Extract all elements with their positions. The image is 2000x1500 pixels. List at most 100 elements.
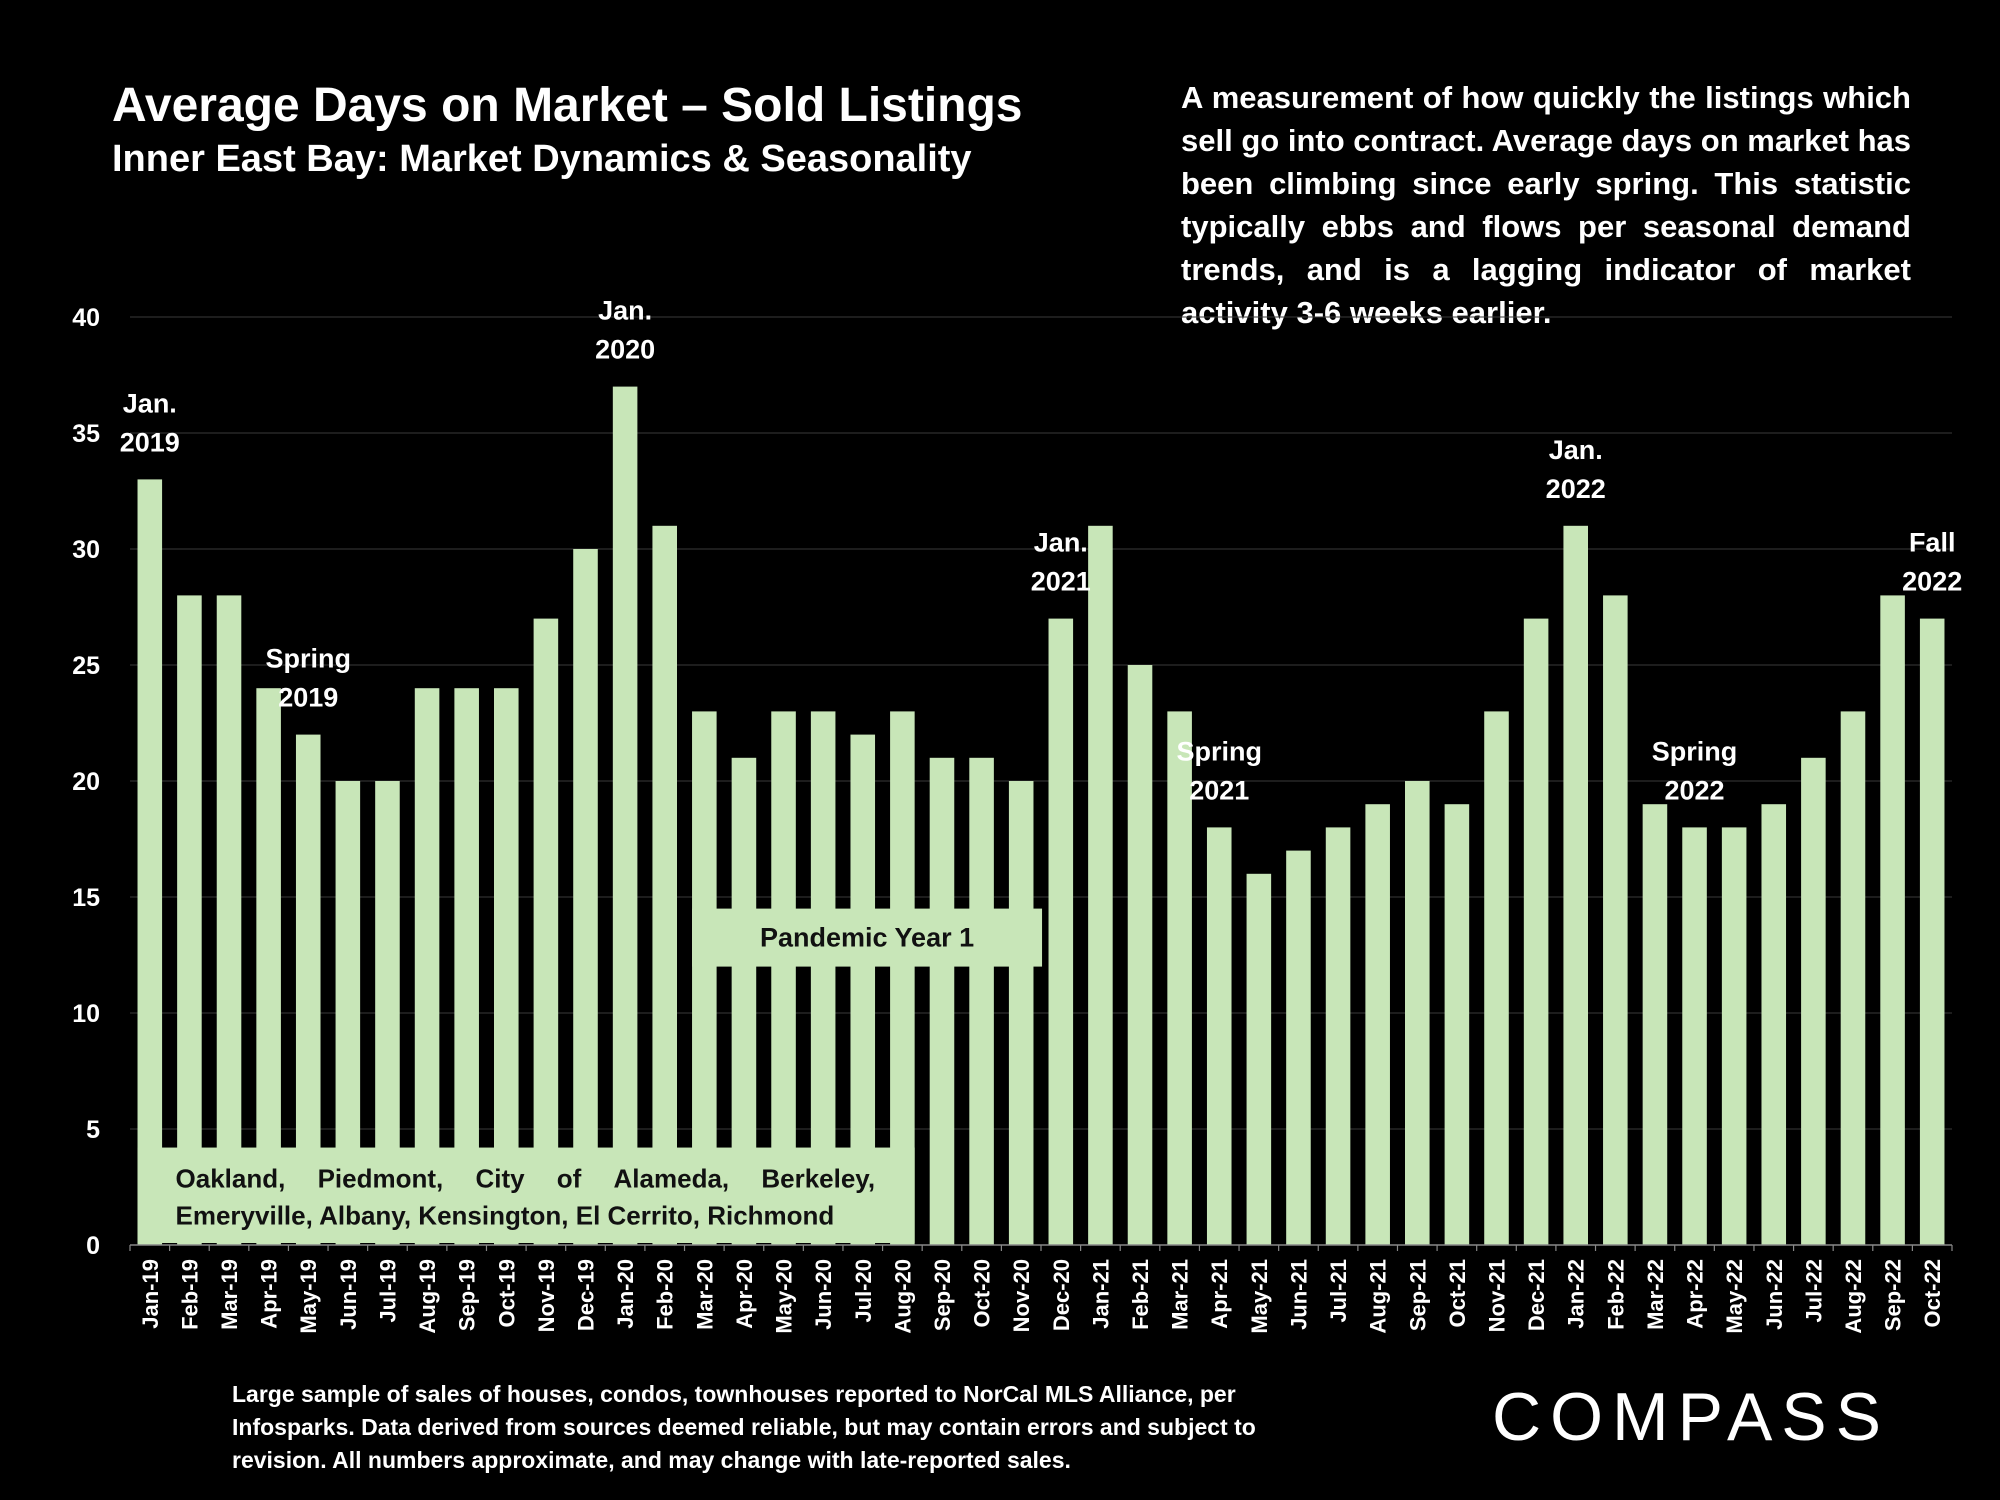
x-tick-label: Apr-21 [1207,1259,1232,1329]
x-tick-label: Feb-22 [1603,1259,1628,1330]
x-tick-label: Jul-21 [1326,1259,1351,1323]
bar [1088,525,1113,1245]
bar [533,618,559,1245]
x-tick-label: Sep-21 [1405,1259,1430,1331]
bar [1721,827,1747,1245]
annotation-label: 2022 [1665,775,1725,805]
x-tick-label: Sep-19 [455,1259,480,1331]
regions-box [137,1147,915,1243]
bar [1444,804,1470,1245]
annotation-label: Jan. [123,388,177,418]
region-word: Piedmont, [318,1164,444,1194]
annotation-label: Spring [265,644,351,674]
pandemic-label: Pandemic Year 1 [760,923,974,953]
y-tick-label: 35 [72,420,100,448]
bar [969,757,994,1245]
annotation-label: Spring [1652,736,1738,766]
x-tick-label: Aug-20 [890,1259,915,1334]
bar [1642,804,1668,1245]
chart-title: Average Days on Market – Sold Listings [112,79,1023,132]
source-footnote: Large sample of sales of houses, condos,… [232,1381,1256,1473]
x-tick-label: Feb-21 [1128,1259,1153,1330]
x-tick-label: Oct-22 [1920,1259,1945,1327]
annotation-label: Jan. [598,296,652,326]
bar-chart: 0 5 10 15 20 25 30 35 40 Jan-19 Feb-19 Mar-19 Apr-19… [72,296,1962,1334]
x-tick-label: Apr-20 [732,1259,757,1329]
annotation-label: Spring [1176,736,1262,766]
x-tick-label: May-21 [1247,1259,1272,1334]
bar [1127,665,1153,1245]
x-tick-label: Aug-21 [1366,1259,1391,1334]
x-tick-label: May-20 [772,1259,797,1334]
x-tick-label: Nov-21 [1485,1259,1510,1332]
compass-logo: COMPASS [1492,1379,1891,1455]
annotation-label: 2020 [595,335,655,365]
x-tick-label: Aug-22 [1841,1259,1866,1334]
bar [1365,804,1390,1245]
x-tick-label: Feb-20 [653,1259,678,1330]
x-tick-label: Mar-20 [692,1259,717,1330]
annotation-label: Jan. [1549,435,1603,465]
x-tick-label: Dec-20 [1049,1259,1074,1331]
bar [929,757,955,1245]
x-tick-label: Sep-20 [930,1259,955,1331]
annotation-label: 2019 [278,683,338,713]
bar [1880,595,1905,1245]
annotation-label: 2021 [1189,775,1249,805]
bar [1286,850,1311,1245]
bar [1840,711,1866,1245]
x-tick-label: Jul-22 [1801,1259,1826,1323]
x-tick-label: Apr-22 [1683,1259,1708,1329]
x-tick-label: Mar-21 [1168,1259,1193,1330]
x-tick-label: Nov-19 [534,1259,559,1332]
bar [612,386,638,1246]
x-tick-label: Feb-19 [177,1259,202,1330]
annotation-label: 2021 [1031,567,1091,597]
regions-line-2: Emeryville, Albany, Kensington, El Cerri… [176,1201,835,1231]
x-tick-label: Jul-19 [375,1259,400,1323]
bar [1563,525,1588,1245]
bar [1919,618,1945,1245]
bar [1603,595,1628,1245]
annotation-label: Fall [1909,528,1956,558]
pandemic-box [692,908,1043,967]
x-tick-label: Jun-19 [336,1259,361,1330]
x-tick-label: Nov-20 [1009,1259,1034,1332]
x-tick-label: Jan-21 [1088,1259,1113,1329]
x-tick-label: Dec-21 [1524,1259,1549,1331]
x-tick-label: Oct-20 [970,1259,995,1327]
x-tick-label: Aug-19 [415,1259,440,1334]
annotation-label: 2022 [1546,474,1606,504]
y-tick-label: 10 [72,1000,100,1028]
bar [1325,827,1351,1245]
region-word: of [557,1164,582,1194]
bar [1246,873,1272,1245]
region-word: Berkeley, [761,1164,875,1194]
region-word: Oakland, [176,1164,286,1194]
x-tick-label: Mar-22 [1643,1259,1668,1330]
chart-subtitle: Inner East Bay: Market Dynamics & Season… [112,138,972,180]
x-tick-label: Jan-22 [1564,1259,1589,1329]
y-tick-label: 15 [72,884,100,912]
x-tick-label: Jul-20 [851,1259,876,1323]
y-tick-label: 0 [86,1232,100,1260]
x-tick-label: Dec-19 [574,1259,599,1331]
region-word: Alameda, [614,1164,730,1194]
bar [1167,711,1192,1245]
x-tick-label: May-22 [1722,1259,1747,1334]
y-tick-label: 30 [72,536,100,564]
region-word: City [475,1164,525,1194]
bar [1523,618,1549,1245]
x-tick-label: Jun-21 [1286,1259,1311,1330]
x-tick-label: May-19 [296,1259,321,1334]
bar [1484,711,1509,1245]
bar [137,479,163,1245]
y-tick-label: 25 [72,652,100,680]
x-tick-label: Oct-21 [1445,1259,1470,1327]
x-tick-label: Jan-19 [138,1259,163,1329]
x-tick-label: Sep-22 [1881,1259,1906,1331]
bar [573,549,598,1245]
bar [1682,827,1707,1245]
bar [216,595,242,1245]
bar [1048,618,1074,1245]
